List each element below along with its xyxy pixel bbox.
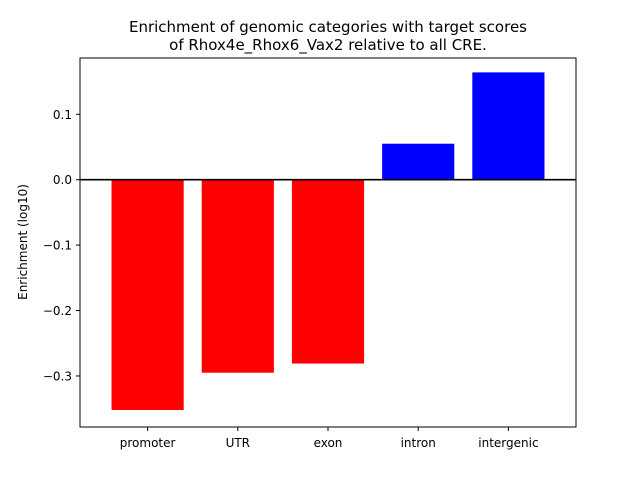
- x-tick-label: UTR: [226, 436, 250, 450]
- bar-intergenic: [472, 72, 545, 180]
- x-tick-label: exon: [314, 436, 343, 450]
- plot-frame: [79, 57, 577, 428]
- y-tick-label: 0.1: [53, 108, 72, 122]
- bar-utr: [201, 179, 274, 373]
- x-tick-label: promoter: [120, 436, 176, 450]
- y-tick-label: −0.1: [43, 239, 72, 253]
- y-tick-label: −0.3: [43, 369, 72, 383]
- bars-layer: [111, 72, 545, 410]
- bar-intron: [382, 143, 455, 180]
- ticks-layer: promoter UTR exon intron intergenic 0.1 0.0 −0.…: [43, 108, 539, 450]
- x-tick-label: intergenic: [478, 436, 538, 450]
- chart-title-line-2: of Rhox4e_Rhox6_Vax2 relative to all CRE…: [169, 36, 487, 55]
- x-tick-label: intron: [401, 436, 436, 450]
- y-tick-label: −0.2: [43, 304, 72, 318]
- bar-promoter: [111, 179, 184, 410]
- y-tick-label: 0.0: [53, 173, 72, 187]
- y-axis-label: Enrichment (log10): [16, 184, 30, 300]
- chart-title-line-1: Enrichment of genomic categories with ta…: [129, 18, 527, 36]
- bar-exon: [291, 179, 365, 364]
